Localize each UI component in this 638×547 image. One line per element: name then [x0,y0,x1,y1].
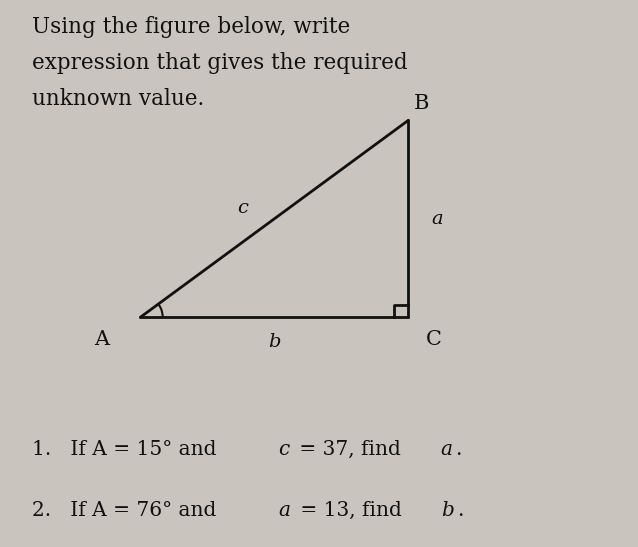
Text: 2.   If A = 76° and: 2. If A = 76° and [32,501,223,520]
Text: a: a [440,440,452,459]
Text: = 37, find: = 37, find [293,440,407,459]
Text: c: c [278,440,290,459]
Text: b: b [441,501,454,520]
Text: B: B [413,95,429,113]
Text: a: a [278,501,290,520]
Text: .: . [457,501,464,520]
Text: a: a [431,210,443,228]
Text: unknown value.: unknown value. [32,88,204,109]
Text: c: c [237,199,248,217]
Text: C: C [426,330,441,348]
Text: 1.   If A = 15° and: 1. If A = 15° and [32,440,223,459]
Text: Using the figure below, write: Using the figure below, write [32,16,350,38]
Text: A: A [94,330,110,348]
Text: expression that gives the required: expression that gives the required [32,52,408,74]
Text: = 13, find: = 13, find [293,501,408,520]
Text: b: b [268,333,281,351]
Text: .: . [456,440,462,459]
